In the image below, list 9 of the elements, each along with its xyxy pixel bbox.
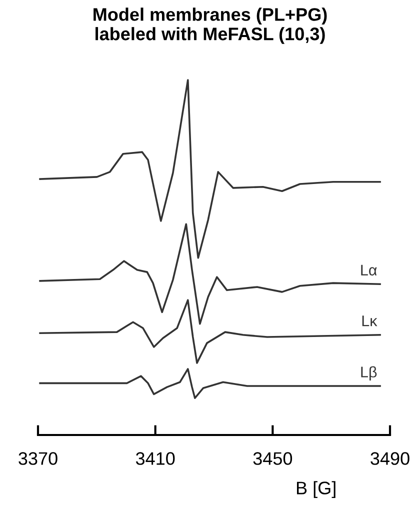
x-tick-label: 3490 (370, 452, 410, 465)
x-tick-label: 3370 (18, 452, 58, 465)
x-tick-label: 3410 (136, 452, 175, 465)
series-label: Lκ (362, 316, 378, 326)
x-tick-label: 3450 (253, 452, 292, 465)
series-label: Lα (361, 264, 377, 276)
chart-title: Model membranes (PL+PG) labeled with MeFASL (10,3) (94, 8, 327, 44)
x-axis-title: B [G] (296, 481, 336, 498)
series-label: Lβ (361, 366, 377, 380)
